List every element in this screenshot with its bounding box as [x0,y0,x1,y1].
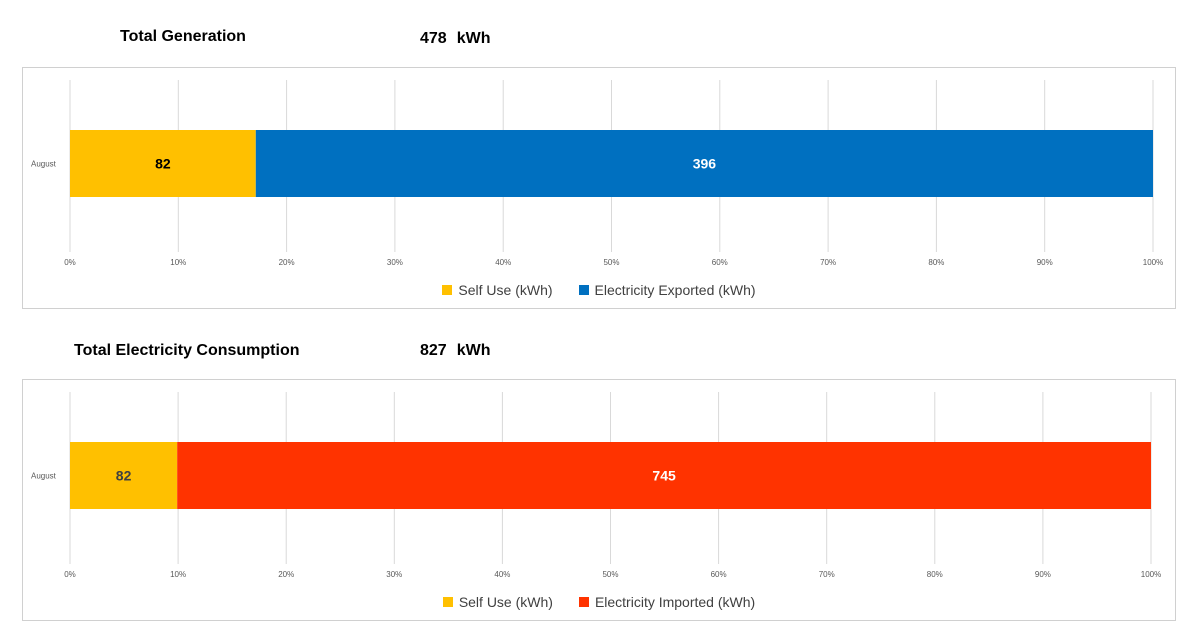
x-tick-label: 50% [602,570,618,579]
legend-label: Electricity Imported (kWh) [594,594,756,610]
category-label: August [31,160,57,169]
consumption-chart-legend: Self Use (kWh) Electricity Imported (kWh) [23,594,1175,610]
generation-chart-legend: Self Use (kWh) Electricity Exported (kWh) [23,282,1175,298]
generation-chart: 0% 10% 20% 30% 40% 50% 60% 70% 80% 90% 100% August 8… [22,67,1176,309]
legend-item-2: Electricity Exported (kWh) [578,282,756,298]
x-tick-label: 100% [1143,258,1163,267]
consumption-total-unit: kWh [456,342,491,359]
bar-segment-1 [70,130,256,197]
x-tick-label: 70% [819,570,835,579]
bar-segment-2 [177,442,1152,509]
x-tick-label: 90% [1037,258,1053,267]
legend-swatch [442,597,453,607]
data-label: 396 [693,156,717,172]
x-tick-label: 10% [170,258,186,267]
x-tick-label: 30% [386,570,402,579]
x-tick-label: 0% [64,258,76,267]
x-tick-label: 50% [603,258,619,267]
generation-total: 478 kWh [420,29,490,49]
legend-item-1: Self Use (kWh) [442,282,553,298]
legend-label: Self Use (kWh) [458,282,553,298]
x-tick-label: 0% [64,570,76,579]
legend-swatch [578,597,589,607]
generation-chart-plot: 0% 10% 20% 30% 40% 50% 60% 70% 80% 90% 100% August 8… [31,80,1163,267]
consumption-total: 827 kWh [420,341,490,361]
category-label: August [31,472,57,481]
legend-label: Electricity Exported (kWh) [594,282,756,298]
legend-item-2: Electricity Imported (kWh) [578,594,756,610]
generation-total-unit: kWh [456,30,491,47]
generation-total-value: 478 [420,30,447,47]
legend-swatch [442,285,453,295]
bar-segment-2 [255,130,1153,197]
legend-item-1: Self Use (kWh) [442,594,553,610]
x-tick-label: 10% [170,570,186,579]
x-tick-label: 90% [1035,570,1051,579]
consumption-chart: 0% 10% 20% 30% 40% 50% 60% 70% 80% 90% 100% August 8… [22,379,1176,621]
data-label: 745 [652,468,676,484]
x-tick-label: 20% [279,258,295,267]
x-tick-label: 80% [928,258,944,267]
generation-heading: Total Generation [120,28,246,45]
bar-segment-1 [70,442,178,509]
x-tick-label: 70% [820,258,836,267]
data-label: 82 [116,468,132,484]
consumption-chart-plot: 0% 10% 20% 30% 40% 50% 60% 70% 80% 90% 100% August 8… [31,392,1161,579]
data-label: 82 [155,156,171,172]
x-tick-label: 40% [494,570,510,579]
x-tick-label: 20% [278,570,294,579]
x-tick-label: 40% [495,258,511,267]
x-tick-label: 30% [387,258,403,267]
legend-swatch [578,285,589,295]
x-tick-label: 100% [1141,570,1161,579]
x-tick-label: 80% [927,570,943,579]
x-tick-label: 60% [711,570,727,579]
x-tick-label: 60% [712,258,728,267]
legend-label: Self Use (kWh) [458,594,553,610]
consumption-total-value: 827 [420,342,447,359]
consumption-heading: Total Electricity Consumption [74,342,300,359]
